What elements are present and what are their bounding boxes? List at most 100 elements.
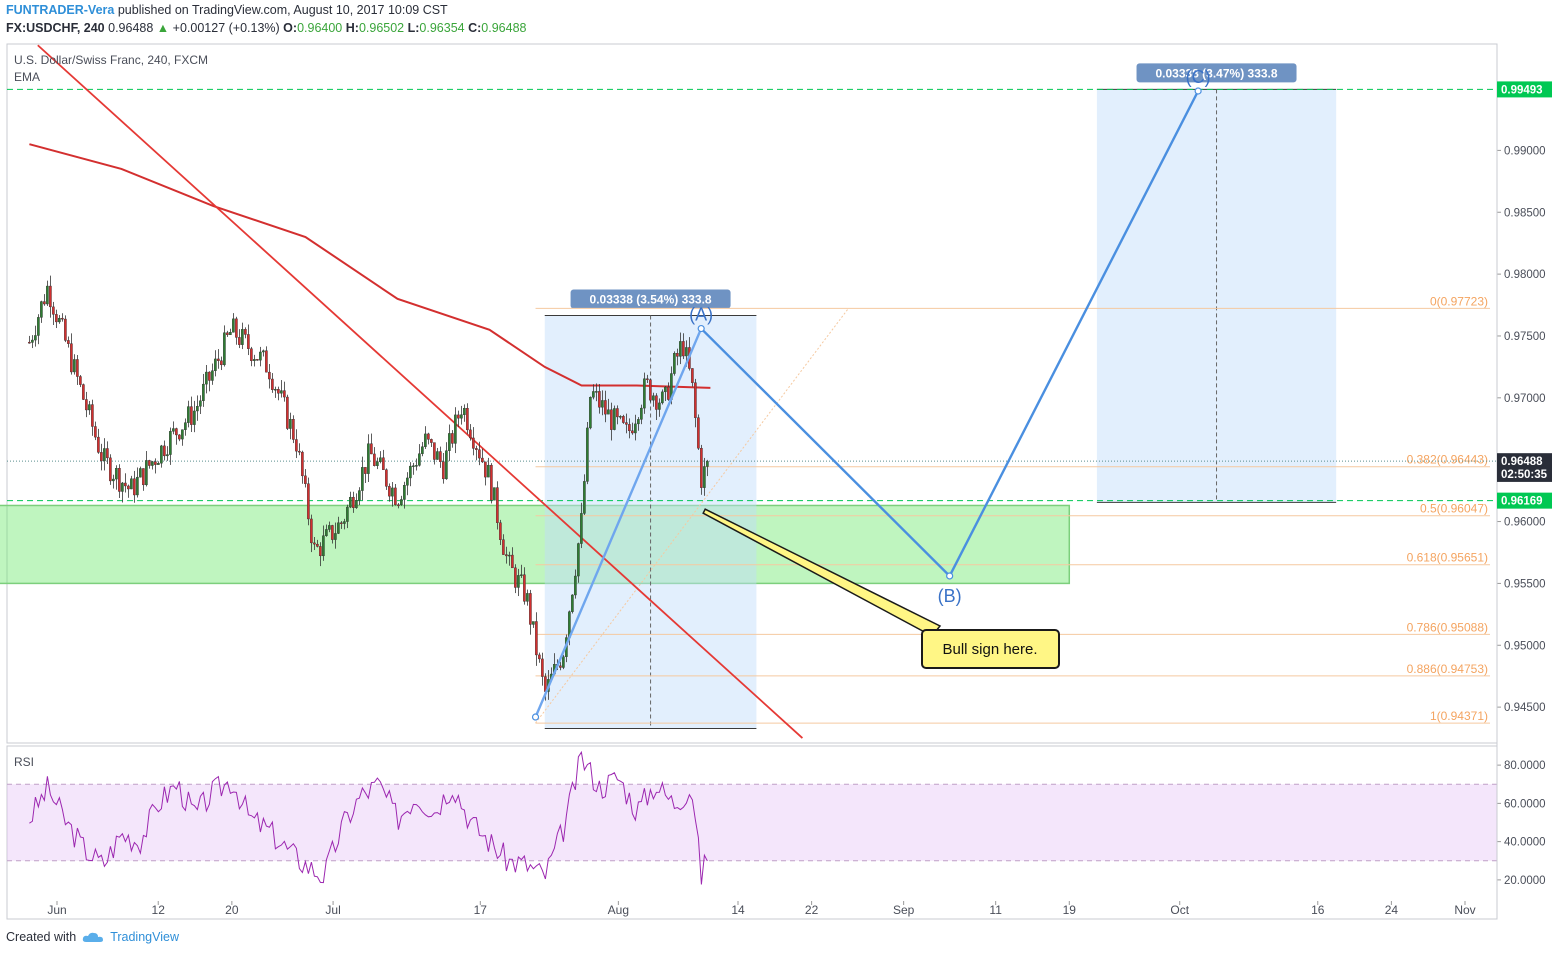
candle-body (694, 382, 697, 418)
wave-leg[interactable] (534, 328, 703, 718)
rsi-tick-label: 40.0000 (1504, 837, 1546, 849)
candle-body (289, 419, 292, 429)
price-tick-label: 0.97500 (1504, 331, 1546, 343)
fibonacci-retracement: 0(0.97723) 0.382(0.96443) 0.5(0.96047) 0.61… (535, 294, 1490, 724)
price-tick-label: 0.95500 (1504, 578, 1546, 590)
candle-body (478, 449, 481, 459)
candle-body (271, 378, 274, 390)
candle-body (91, 404, 94, 427)
candle-body (283, 390, 286, 398)
price-chart[interactable]: 0.03338 (3.54%) 333.8 0.03338 (3.47%) 333… (0, 40, 1559, 925)
price-tick-label: 0.97000 (1504, 393, 1546, 405)
candle-body (169, 431, 172, 455)
candle-body (643, 378, 646, 409)
chart-header: FUNTRADER-Vera published on TradingView.… (0, 0, 1559, 40)
candle-body (457, 414, 460, 419)
candle-body (244, 329, 247, 335)
candle-body (286, 396, 289, 429)
close-value: 0.96488 (481, 21, 527, 35)
author-link[interactable]: FUNTRADER-Vera (6, 3, 115, 17)
wave-point[interactable] (946, 572, 954, 580)
candle-body (412, 465, 415, 467)
rsi-tick-label: 60.0000 (1504, 798, 1546, 810)
candle-body (526, 593, 529, 602)
candle-body (166, 454, 169, 457)
candle-body (247, 334, 250, 349)
candle-body (52, 306, 55, 315)
descending-trendline[interactable] (37, 44, 804, 739)
candle-body (430, 439, 433, 443)
candle-body (706, 461, 709, 467)
axes[interactable]: 0.945000.950000.955000.960000.965000.970… (47, 44, 1546, 919)
candle-body (436, 451, 439, 460)
tradingview-cloud-icon (82, 932, 104, 942)
high-value: 0.96502 (358, 21, 405, 35)
candle-body (598, 391, 601, 408)
candle-body (163, 445, 166, 457)
time-tick-label: Sep (893, 903, 915, 917)
candle-body (301, 451, 304, 477)
time-tick-label: 24 (1385, 903, 1399, 917)
wave-leg[interactable] (700, 327, 951, 577)
candle-body (370, 443, 373, 455)
time-tick-label: 16 (1311, 903, 1325, 917)
candle-body (466, 408, 469, 431)
candle-body (139, 468, 142, 478)
candles (28, 275, 709, 701)
candle-body (676, 353, 679, 357)
candle-body (76, 359, 79, 377)
candle-body (232, 318, 235, 333)
wave-leg[interactable] (948, 90, 1200, 577)
price-tick-label: 0.96000 (1504, 517, 1546, 529)
candle-body (172, 428, 175, 432)
candle-body (73, 359, 76, 373)
candle-body (691, 368, 694, 383)
candle-body (697, 417, 700, 449)
candle-body (637, 419, 640, 425)
time-tick-label: Aug (608, 903, 629, 917)
candle-body (187, 406, 190, 423)
candle-body (121, 482, 124, 492)
candle-body (622, 416, 625, 423)
price-tag-label: 0.99493 (1501, 84, 1543, 96)
candle-body (631, 430, 634, 434)
elliott-waves[interactable]: (A) (B) (C) (531, 67, 1211, 721)
candle-body (316, 543, 319, 547)
price-tag-bg (1497, 453, 1552, 470)
candle-body (580, 513, 583, 544)
candle-body (529, 593, 532, 625)
wave-point[interactable] (1194, 87, 1202, 95)
candle-body (256, 359, 259, 361)
price-tag-bg (1497, 465, 1552, 482)
candle-body (103, 448, 106, 462)
candle-body (217, 358, 220, 361)
candle-body (487, 464, 490, 478)
time-tick-label: Jul (325, 903, 340, 917)
wave-point[interactable] (531, 713, 540, 721)
symbol: FX:USDCHF, 240 (6, 21, 105, 35)
candle-body (628, 424, 631, 432)
candle-body (661, 391, 664, 404)
time-tick-label: 19 (1063, 903, 1077, 917)
candle-body (292, 419, 295, 440)
candle-body (100, 452, 103, 462)
candle-body (619, 416, 622, 418)
wave-point[interactable] (697, 324, 705, 333)
low-label: L: (407, 21, 420, 35)
publish-info: FUNTRADER-Vera published on TradingView.… (6, 3, 448, 17)
close-label: C: (468, 21, 482, 35)
trendline[interactable] (37, 44, 804, 739)
legend: U.S. Dollar/Swiss Franc, 240, FXCM EMA R… (14, 53, 208, 769)
price-tag-label: 0.96169 (1501, 496, 1543, 508)
candle-body (235, 318, 238, 338)
candle-body (490, 464, 493, 501)
candle-body (367, 443, 370, 474)
candle-body (181, 429, 184, 440)
tradingview-link[interactable]: TradingView (110, 930, 179, 944)
candle-body (664, 386, 667, 393)
price-tick-label: 0.94500 (1504, 702, 1546, 714)
candle-body (136, 476, 139, 496)
fib-level-label: 0.886(0.94753) (1407, 662, 1488, 676)
candle-body (331, 525, 334, 540)
